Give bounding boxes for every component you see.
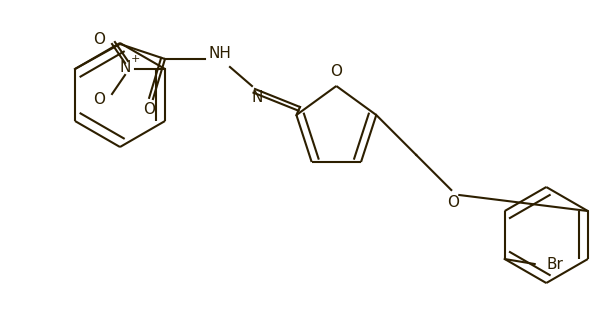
Text: O: O: [93, 91, 105, 106]
Text: N: N: [251, 89, 262, 105]
Text: Br: Br: [547, 256, 564, 272]
Text: O: O: [143, 101, 155, 117]
Text: O: O: [330, 65, 342, 79]
Text: O: O: [93, 32, 105, 47]
Text: O: O: [447, 195, 459, 209]
Text: +: +: [131, 54, 139, 64]
Text: NH: NH: [209, 45, 232, 60]
Text: N: N: [119, 60, 131, 75]
